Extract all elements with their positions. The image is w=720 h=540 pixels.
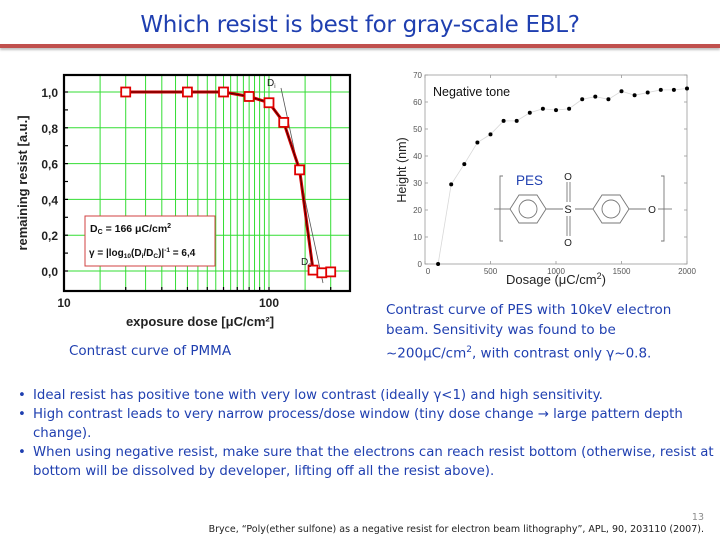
citation: Bryce, “Poly(ether sulfone) as a negativ… — [208, 524, 704, 535]
pes-trend-line — [437, 88, 688, 265]
pes-caption: Contrast curve of PES with 10keV electro… — [386, 300, 716, 364]
pes-plot-frame — [424, 74, 688, 265]
svg-text:10: 10 — [57, 296, 71, 310]
dc-label: Dc — [301, 257, 311, 269]
pes-caption-line-3: ~200μC/cm2, with contrast only γ~0.8. — [386, 345, 652, 362]
title-divider — [0, 44, 720, 48]
svg-text:0,8: 0,8 — [41, 122, 58, 136]
pes-data-points — [436, 86, 689, 266]
pes-molecule-label: PES — [516, 173, 543, 188]
svg-text:0,4: 0,4 — [41, 193, 58, 207]
pmma-x-tick-labels: 10 100 — [57, 296, 279, 310]
svg-text:0: 0 — [426, 267, 431, 276]
svg-text:100: 100 — [259, 296, 279, 310]
svg-text:2000: 2000 — [678, 267, 696, 276]
svg-text:1000: 1000 — [547, 267, 565, 276]
pmma-data-markers — [120, 86, 337, 279]
left-bracket — [499, 175, 503, 242]
pmma-y-tick-labels: 0,0 0,2 0,4 0,6 0,8 1,0 — [41, 86, 58, 279]
pes-y-tick-labels: 0 10 20 30 40 50 60 70 — [413, 71, 422, 269]
svg-text:60: 60 — [413, 98, 422, 107]
pes-y-axis-label: Height (nm) — [395, 137, 409, 202]
pmma-caption: Contrast curve of PMMA — [69, 343, 232, 359]
pes-x-axis-label: Dosage (μC/cm2) — [506, 271, 606, 287]
svg-text:40: 40 — [413, 152, 422, 161]
dc-value-text: DC = 166 μC/cm2 — [90, 223, 171, 236]
pes-caption-line-1: Contrast curve of PES with 10keV electro… — [386, 302, 672, 318]
svg-text:0: 0 — [418, 260, 423, 269]
svg-text:1500: 1500 — [613, 267, 631, 276]
gamma-formula-text: γ = |log10(Di/DC)|-1 = 6,4 — [89, 247, 196, 260]
ether-oxygen-atom: O — [648, 205, 656, 216]
svg-text:10: 10 — [413, 233, 422, 242]
svg-text:50: 50 — [413, 125, 422, 134]
svg-text:0,0: 0,0 — [41, 265, 58, 279]
right-bracket — [661, 175, 665, 242]
pes-x-tick-labels: 0 500 1000 1500 2000 — [426, 267, 697, 276]
svg-text:500: 500 — [484, 267, 498, 276]
page-number: 13 — [691, 512, 704, 523]
pmma-x-axis-label: exposure dose [μC/cm²] — [126, 314, 274, 329]
pes-contrast-chart: Negative tone S O O O PES 0 10 20 30 40 50 60 7… — [395, 71, 697, 287]
pes-axis-ticks — [424, 74, 688, 265]
svg-text:30: 30 — [413, 179, 422, 188]
oxygen-atom-bottom: O — [564, 238, 572, 249]
svg-text:20: 20 — [413, 206, 422, 215]
bullet-list: Ideal resist has positive tone with very… — [16, 386, 716, 481]
pes-molecule-structure — [494, 175, 672, 242]
pmma-contrast-chart: Di Dc DC = 166 μC/cm2 γ = |log10(Di/DC)|… — [15, 73, 352, 329]
oxygen-atom-top: O — [564, 172, 572, 183]
pmma-y-axis-label: remaining resist [a.u.] — [15, 115, 30, 250]
di-label: Di — [267, 78, 276, 90]
pmma-parameter-box — [84, 215, 216, 267]
svg-text:70: 70 — [413, 71, 422, 80]
bullet-item: High contrast leads to very narrow proce… — [16, 405, 716, 443]
pmma-axis-ticks — [64, 91, 332, 291]
sulfur-atom: S — [564, 204, 571, 216]
slide-title: Which resist is best for gray-scale EBL? — [140, 12, 580, 38]
svg-text:1,0: 1,0 — [41, 86, 58, 100]
bullet-item: Ideal resist has positive tone with very… — [16, 386, 716, 405]
svg-text:0,2: 0,2 — [41, 229, 58, 243]
pes-caption-line-2: beam. Sensitivity was found to be — [386, 322, 616, 338]
svg-text:0,6: 0,6 — [41, 158, 58, 172]
negative-tone-label: Negative tone — [433, 85, 510, 99]
bullet-item: When using negative resist, make sure th… — [16, 443, 716, 481]
